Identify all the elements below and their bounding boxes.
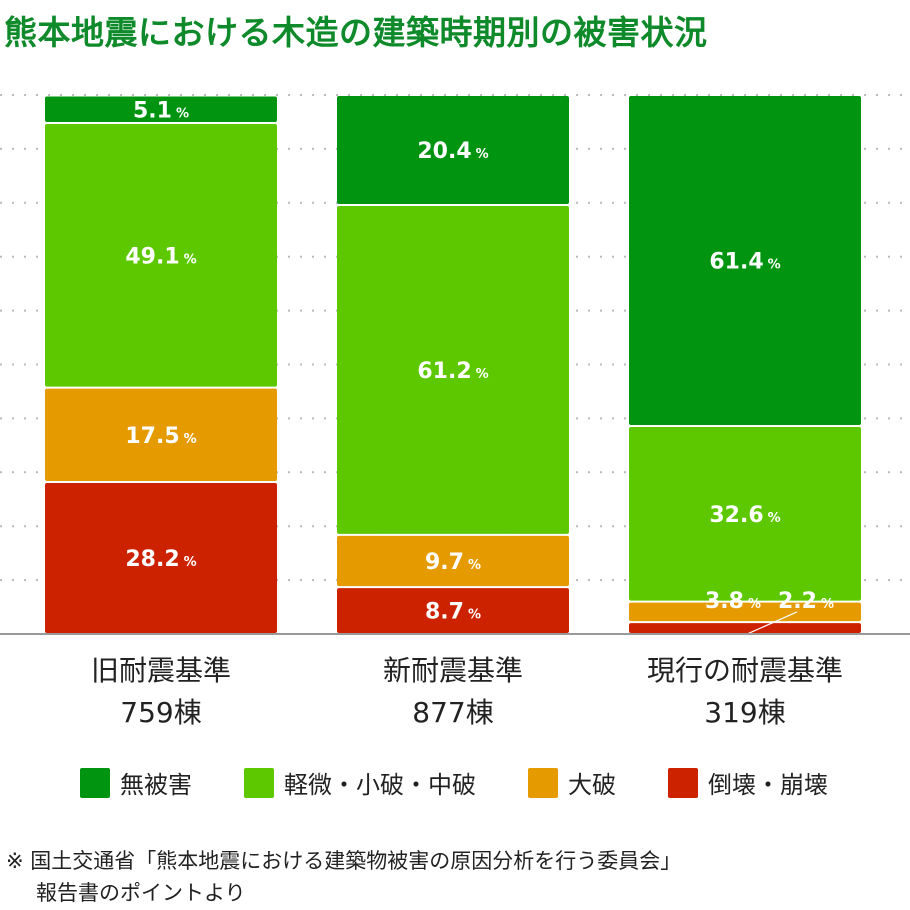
bar-segment [629, 602, 861, 622]
legend-item: 大破 [528, 765, 616, 800]
category-label: 旧耐震基準 [91, 654, 231, 687]
legend-label: 倒壊・崩壊 [708, 771, 828, 799]
source-line-1: ※ 国土交通省「熊本地震における建築物被害の原因分析を行う委員会」 [6, 849, 682, 873]
data-label: 28.2% [125, 547, 196, 572]
bar-segment [629, 426, 861, 601]
bar-segment [45, 96, 277, 123]
source-line-2: 報告書のポイントより [36, 881, 246, 905]
bar-segment [629, 623, 861, 633]
data-label: 61.2% [417, 359, 488, 384]
legend: 無被害 軽微・小破・中破 大破 倒壊・崩壊 [80, 765, 880, 800]
legend-swatch [80, 767, 110, 798]
legend-item: 倒壊・崩壊 [668, 765, 828, 800]
bar-segment [45, 388, 277, 482]
leader-line [746, 611, 798, 635]
bar-segment [629, 96, 861, 425]
bar-segment [337, 205, 569, 534]
category-label: 現行の耐震基準 [647, 654, 843, 687]
legend-swatch [244, 767, 274, 798]
bar-segment [337, 588, 569, 633]
data-label: 2.2% [778, 589, 834, 614]
data-label: 32.6% [709, 503, 780, 528]
bar-segment [337, 535, 569, 587]
data-label: 8.7% [425, 600, 481, 625]
data-label: 5.1% [133, 98, 189, 123]
stacked-bar-chart: 28.2 % 17.5 % 49.1 % 5.1 % 旧耐震基準 759棟 8.7 % 9.7 % 61.2… [0, 94, 910, 729]
legend-swatch [668, 767, 698, 798]
data-label: 61.4% [709, 249, 780, 274]
legend-swatch [528, 767, 558, 798]
category-count: 877棟 [412, 696, 493, 729]
legend-item: 無被害 [80, 765, 192, 800]
category-label: 新耐震基準 [383, 654, 523, 687]
legend-item: 軽微・小破・中破 [244, 765, 476, 800]
category-count: 319棟 [704, 696, 785, 729]
legend-label: 大破 [568, 771, 616, 799]
bar-segment [337, 96, 569, 204]
bar-segment [45, 124, 277, 387]
chart-title: 熊本地震における木造の建築時期別の被害状況 [4, 13, 708, 52]
source-note: ※ 国土交通省「熊本地震における建築物被害の原因分析を行う委員会」 報告書のポイ… [6, 845, 681, 909]
category-count: 759棟 [120, 696, 201, 729]
data-label: 49.1% [125, 244, 196, 269]
data-label: 20.4% [417, 139, 488, 164]
bar-segment [45, 483, 277, 633]
data-label: 9.7% [425, 550, 481, 575]
legend-label: 無被害 [120, 771, 192, 799]
data-label: 3.8% [705, 589, 761, 614]
data-label: 17.5% [125, 424, 196, 449]
legend-label: 軽微・小破・中破 [284, 771, 476, 799]
